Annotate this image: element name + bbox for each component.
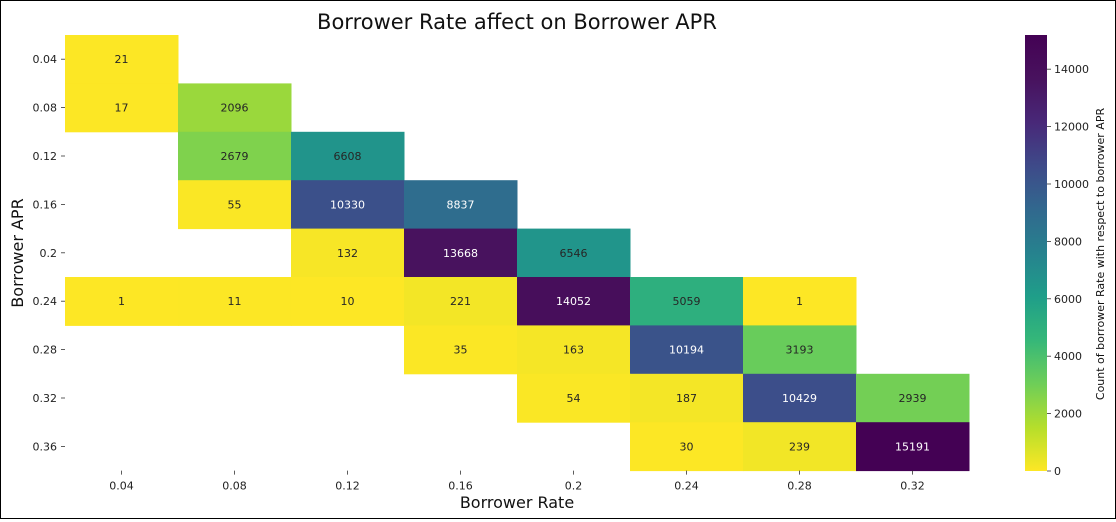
- cell-value-label: 1: [796, 295, 803, 308]
- cell-value-label: 2096: [221, 102, 249, 115]
- heatmap-cell: [743, 325, 857, 375]
- colorbar: [1025, 35, 1047, 471]
- heatmap-cell: [178, 180, 292, 230]
- heatmap-cell: [743, 422, 857, 472]
- cell-value-label: 5059: [673, 295, 701, 308]
- colorbar-tick-label: 6000: [1054, 293, 1082, 306]
- cell-value-label: 10330: [330, 198, 365, 211]
- cell-value-label: 11: [228, 295, 242, 308]
- cell-value-label: 10: [341, 295, 355, 308]
- heatmap-cell: [856, 422, 970, 472]
- heatmap-cell: [630, 325, 744, 375]
- heatmap-cell: [404, 325, 518, 375]
- heatmap-cell: [517, 228, 631, 278]
- cell-value-label: 163: [563, 344, 584, 357]
- colorbar-tick-label: 4000: [1054, 350, 1082, 363]
- cell-value-label: 21: [115, 53, 129, 66]
- y-axis-title: Borrower APR: [8, 198, 27, 307]
- cell-value-label: 2679: [221, 150, 249, 163]
- y-tick-label: 0.28: [33, 344, 58, 357]
- x-tick-label: 0.2: [565, 480, 583, 493]
- x-tick-label: 0.16: [448, 480, 473, 493]
- cell-value-label: 132: [337, 247, 358, 260]
- cell-value-label: 187: [676, 392, 697, 405]
- colorbar-tick-label: 12000: [1054, 121, 1089, 134]
- heatmap-cell: [630, 422, 744, 472]
- colorbar-label: Count of borrower Rate with respect to b…: [1094, 108, 1107, 401]
- heatmap-cell: [291, 180, 405, 230]
- heatmap-cell: [65, 83, 179, 133]
- cell-value-label: 1: [118, 295, 125, 308]
- heatmap-cell: [404, 180, 518, 230]
- cell-value-label: 55: [228, 198, 242, 211]
- cell-value-label: 10194: [669, 344, 704, 357]
- colorbar-tick-label: 8000: [1054, 235, 1082, 248]
- cell-value-label: 6546: [560, 247, 588, 260]
- heatmap-cell: [630, 277, 744, 326]
- heatmap-cell: [856, 373, 970, 423]
- y-tick-label: 0.08: [33, 102, 58, 115]
- colorbar-tick-label: 10000: [1054, 178, 1089, 191]
- colorbar-tick-label: 0: [1054, 465, 1061, 478]
- y-axis-ticks: 0.04 0.08 0.12 0.16 0.2 0.24 0.28 0.32 0.36: [33, 53, 65, 453]
- y-tick-label: 0.36: [33, 440, 58, 453]
- x-tick-label: 0.04: [109, 480, 134, 493]
- heatmap-cell: [404, 228, 518, 278]
- heatmap-cell: [291, 131, 405, 181]
- heatmap-cell: [743, 373, 857, 423]
- cell-labels: 21 17 2096 2679 6608 55 10330 8837 132 13668 6546 1…: [115, 53, 931, 453]
- cell-value-label: 8837: [447, 198, 475, 211]
- y-tick-label: 0.24: [33, 295, 58, 308]
- heatmap-cell: [517, 325, 631, 375]
- x-tick-label: 0.12: [335, 480, 360, 493]
- x-tick-label: 0.24: [674, 480, 699, 493]
- colorbar-tick-label: 2000: [1054, 408, 1082, 421]
- heatmap-cell: [178, 83, 292, 133]
- cell-value-label: 6608: [334, 150, 362, 163]
- cell-value-label: 221: [450, 295, 471, 308]
- heatmap-cell: [517, 277, 631, 326]
- cell-value-label: 17: [115, 102, 129, 115]
- y-tick-label: 0.12: [33, 150, 58, 163]
- x-axis-ticks: 0.04 0.08 0.12 0.16 0.2 0.24 0.28 0.32: [109, 470, 925, 493]
- x-tick-label: 0.28: [787, 480, 812, 493]
- y-tick-label: 0.2: [40, 247, 58, 260]
- heatmap-cells: [65, 35, 970, 472]
- heatmap-cell: [517, 373, 631, 423]
- heatmap-cell: [178, 131, 292, 181]
- x-axis-title: Borrower Rate: [460, 493, 574, 512]
- colorbar-tick-label: 14000: [1054, 63, 1089, 76]
- cell-value-label: 2939: [899, 392, 927, 405]
- heatmap-cell: [630, 373, 744, 423]
- colorbar-ticks: 0 2000 4000 6000 8000 10000 12000 14000: [1047, 63, 1089, 478]
- cell-value-label: 35: [454, 344, 468, 357]
- cell-value-label: 239: [789, 440, 810, 453]
- heatmap-cell: [291, 228, 405, 278]
- cell-value-label: 10429: [782, 392, 817, 405]
- cell-value-label: 3193: [786, 344, 814, 357]
- cell-value-label: 15191: [895, 440, 930, 453]
- cell-value-label: 13668: [443, 247, 478, 260]
- cell-value-label: 54: [567, 392, 581, 405]
- heatmap-cell: [404, 277, 518, 326]
- x-tick-label: 0.08: [222, 480, 247, 493]
- chart-title: Borrower Rate affect on Borrower APR: [317, 10, 717, 34]
- heatmap-cell: [743, 277, 857, 326]
- heatmap-cell: [65, 35, 179, 84]
- heatmap-cell: [178, 277, 292, 326]
- heatmap-cell: [291, 277, 405, 326]
- y-tick-label: 0.04: [33, 53, 58, 66]
- y-tick-label: 0.32: [33, 392, 58, 405]
- heatmap-cell: [65, 277, 179, 326]
- cell-value-label: 30: [680, 440, 694, 453]
- cell-value-label: 14052: [556, 295, 591, 308]
- y-tick-label: 0.16: [33, 198, 58, 211]
- x-tick-label: 0.32: [900, 480, 925, 493]
